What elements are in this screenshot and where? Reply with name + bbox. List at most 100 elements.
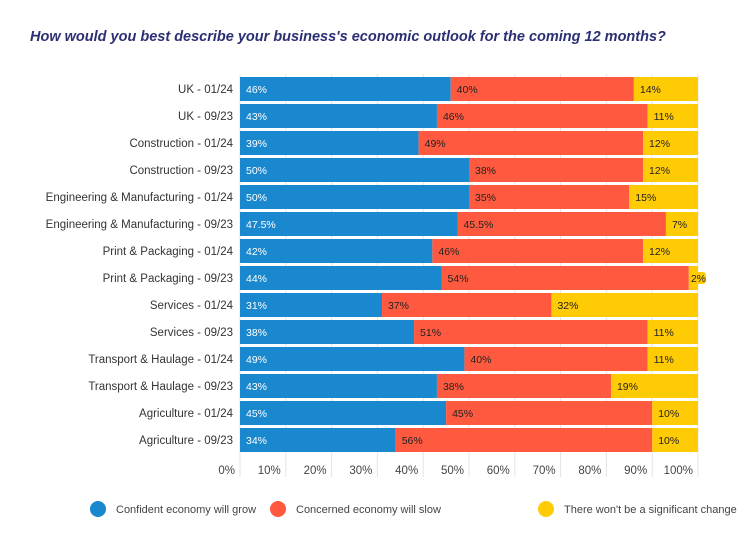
- data-label: 10%: [658, 408, 679, 420]
- x-tick-label: 80%: [578, 465, 601, 477]
- category-label: Agriculture - 09/23: [139, 435, 233, 447]
- legend-label: Confident economy will grow: [116, 504, 256, 516]
- data-label: 44%: [246, 273, 267, 285]
- data-label: 12%: [649, 165, 670, 177]
- bar-segment: [643, 239, 698, 263]
- bar-segment: [240, 131, 419, 155]
- bar-segment: [647, 347, 698, 371]
- bar-segment: [240, 158, 469, 182]
- data-label: 45.5%: [464, 219, 494, 231]
- data-label: 54%: [448, 273, 469, 285]
- data-label: 50%: [246, 192, 267, 204]
- legend-marker: [538, 501, 554, 517]
- data-label: 43%: [246, 111, 267, 123]
- x-tick-label: 40%: [395, 465, 418, 477]
- bar-segment: [395, 428, 653, 452]
- data-label: 46%: [438, 246, 459, 258]
- category-label: Engineering & Manufacturing - 09/23: [46, 219, 233, 231]
- bar-segment: [414, 320, 648, 344]
- bar-segment: [629, 185, 698, 209]
- category-label: Construction - 09/23: [129, 165, 233, 177]
- bar-segment: [643, 158, 698, 182]
- legend-marker: [90, 501, 106, 517]
- bar-segment: [240, 428, 396, 452]
- data-label: 32%: [557, 300, 578, 312]
- data-label: 15%: [635, 192, 656, 204]
- category-label: Transport & Haulage - 01/24: [88, 354, 233, 366]
- bar-segment: [610, 374, 698, 398]
- bar-segment: [240, 77, 451, 101]
- bar-segment: [665, 212, 698, 236]
- bar-segment: [647, 104, 698, 128]
- category-label: Services - 01/24: [150, 300, 234, 312]
- legend-marker: [270, 501, 286, 517]
- x-tick-label: 0%: [218, 465, 235, 477]
- x-tick-label: 60%: [487, 465, 510, 477]
- bar-segment: [469, 185, 630, 209]
- data-label: 38%: [475, 165, 496, 177]
- data-label: 11%: [654, 111, 674, 123]
- bar-segment: [446, 401, 653, 425]
- bar-segment: [432, 239, 644, 263]
- data-label: 38%: [246, 327, 267, 339]
- data-label: 49%: [246, 354, 267, 366]
- bar-segment: [436, 374, 611, 398]
- bar-segment: [643, 131, 698, 155]
- data-label: 46%: [246, 84, 267, 96]
- bar-segment: [240, 401, 447, 425]
- bar-segment: [240, 185, 469, 209]
- bar-segment: [441, 266, 689, 290]
- bar-segment: [240, 374, 437, 398]
- category-label: Construction - 01/24: [129, 138, 233, 150]
- data-label: 40%: [470, 354, 491, 366]
- category-label: UK - 01/24: [178, 84, 234, 96]
- data-label: 19%: [617, 381, 638, 393]
- data-label: 12%: [649, 246, 670, 258]
- data-label: 2%: [691, 273, 706, 285]
- x-tick-label: 90%: [624, 465, 647, 477]
- category-label: Engineering & Manufacturing - 01/24: [46, 192, 234, 204]
- x-tick-label: 20%: [304, 465, 327, 477]
- bar-segment: [464, 347, 648, 371]
- bar-segment: [240, 104, 437, 128]
- x-tick-label: 100%: [664, 465, 693, 477]
- bar-segment: [652, 428, 698, 452]
- data-label: 11%: [654, 327, 674, 339]
- data-label: 43%: [246, 381, 267, 393]
- data-label: 40%: [457, 84, 478, 96]
- data-label: 35%: [475, 192, 496, 204]
- bar-segment: [381, 293, 552, 317]
- bar-segment: [240, 239, 433, 263]
- data-label: 47.5%: [246, 219, 276, 231]
- data-label: 37%: [388, 300, 409, 312]
- data-label: 45%: [246, 408, 267, 420]
- category-label: Print & Packaging - 09/23: [103, 273, 233, 285]
- data-label: 12%: [649, 138, 670, 150]
- data-label: 11%: [654, 354, 674, 366]
- x-tick-label: 30%: [349, 465, 372, 477]
- data-label: 51%: [420, 327, 441, 339]
- bar-segment: [469, 158, 644, 182]
- data-label: 49%: [425, 138, 446, 150]
- category-label: Agriculture - 01/24: [139, 408, 234, 420]
- bar-segment: [633, 77, 698, 101]
- chart-title: How would you best describe your busines…: [30, 29, 666, 45]
- bar-segment: [450, 77, 634, 101]
- data-label: 34%: [246, 435, 267, 447]
- data-label: 38%: [443, 381, 464, 393]
- category-label: Services - 09/23: [150, 327, 233, 339]
- x-tick-label: 10%: [258, 465, 281, 477]
- bar-segment: [240, 212, 458, 236]
- bar-segment: [652, 401, 698, 425]
- data-label: 10%: [658, 435, 679, 447]
- legend-label: Concerned economy will slow: [296, 504, 441, 516]
- data-label: 42%: [246, 246, 267, 258]
- bar-segment: [240, 320, 415, 344]
- data-label: 14%: [640, 84, 661, 96]
- bar-segment: [240, 293, 382, 317]
- x-tick-label: 70%: [533, 465, 556, 477]
- category-label: UK - 09/23: [178, 111, 233, 123]
- data-label: 46%: [443, 111, 464, 123]
